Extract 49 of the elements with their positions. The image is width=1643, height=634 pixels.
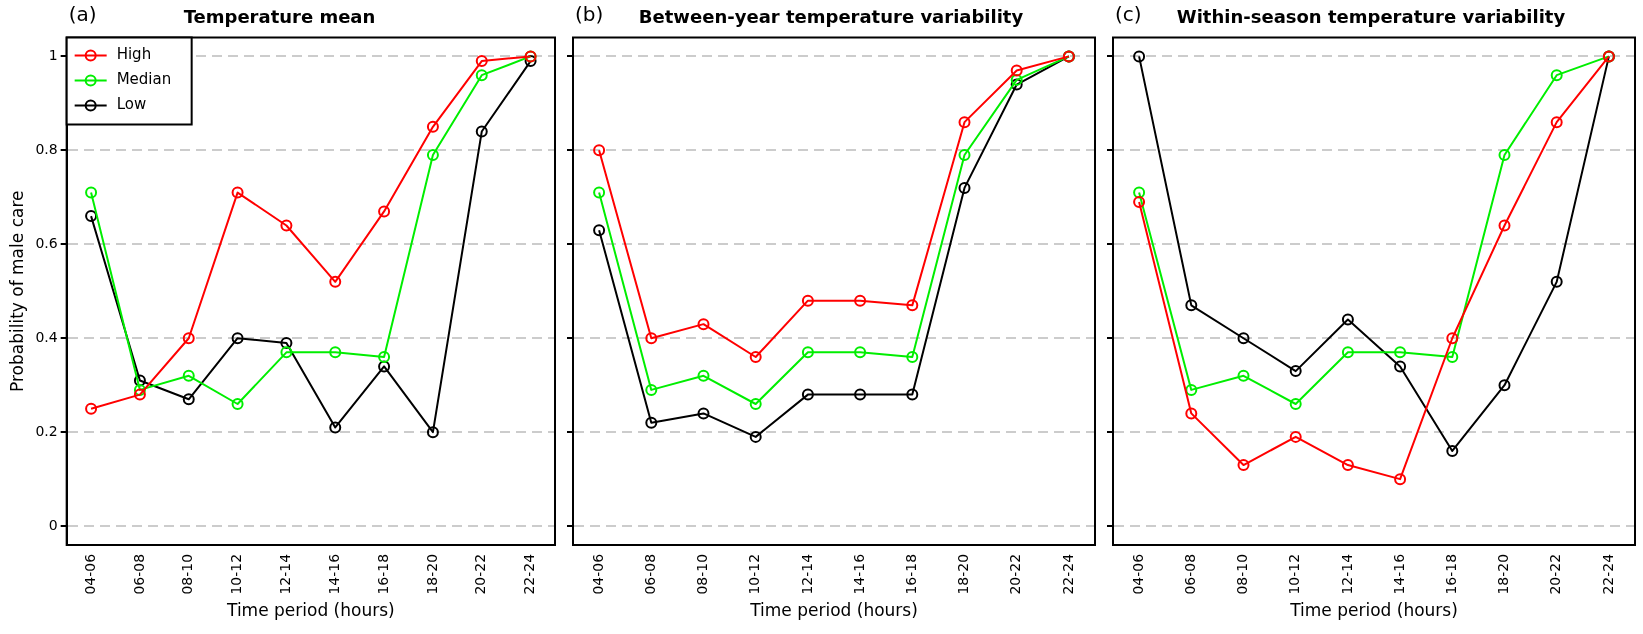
y-tick-label: 0.8 (35, 140, 58, 157)
x-tick-label: 04-06 (589, 553, 606, 595)
x-tick-label: 20-22 (1007, 553, 1024, 595)
y-tick-label: 1 (48, 47, 58, 64)
x-tick-label: 14-16 (850, 553, 867, 595)
text: (a) (68, 2, 97, 27)
x-tick-label: 22-24 (1599, 553, 1616, 595)
x-tick-label: 18-20 (423, 553, 440, 595)
chart-title: Within-season temperature variability (1176, 6, 1566, 28)
legend-label: Low (116, 95, 147, 114)
x-tick-label: 10-12 (1286, 553, 1303, 595)
x-tick-label: 20-22 (472, 553, 489, 595)
x-tick-label: 16-18 (374, 553, 391, 595)
x-tick-label: 04-06 (1129, 553, 1146, 595)
chart-title: Between-year temperature variability (638, 6, 1024, 28)
x-tick-label: 10-12 (746, 553, 763, 595)
y-tick-label: 0 (48, 516, 58, 533)
x-tick-label: 06-08 (1181, 553, 1198, 595)
x-tick-label: 22-24 (521, 553, 538, 595)
x-tick-label: 10-12 (228, 553, 245, 595)
x-tick-label: 14-16 (325, 553, 342, 595)
x-tick-label: 06-08 (130, 553, 147, 595)
x-tick-label: 22-24 (1059, 553, 1076, 595)
text: (b) (575, 2, 604, 27)
y-tick-label: 0.6 (35, 234, 58, 251)
x-tick-label: 08-10 (1234, 553, 1251, 595)
x-tick-label: 16-18 (1442, 553, 1459, 595)
x-tick-label: 12-14 (277, 553, 294, 595)
x-tick-label: 18-20 (955, 553, 972, 595)
legend-label: High (116, 45, 152, 64)
x-axis-title: Time period (hours) (749, 600, 918, 621)
x-tick-label: 08-10 (694, 553, 711, 595)
x-tick-label: 06-08 (641, 553, 658, 595)
y-axis-title: Probability of male care (6, 190, 27, 392)
x-tick-label: 12-14 (798, 553, 815, 595)
chart-title: Temperature mean (183, 6, 376, 28)
legend-label: Median (116, 70, 172, 89)
x-axis-title: Time period (hours) (226, 600, 395, 621)
x-tick-label: 08-10 (179, 553, 196, 595)
y-tick-label: 0.2 (35, 422, 58, 439)
x-tick-label: 16-18 (902, 553, 919, 595)
x-axis-title: Time period (hours) (1289, 600, 1458, 621)
text: (c) (1115, 2, 1142, 27)
x-tick-label: 04-06 (81, 553, 98, 595)
x-tick-label: 12-14 (1338, 553, 1355, 595)
x-tick-label: 18-20 (1495, 553, 1512, 595)
x-tick-label: 14-16 (1390, 553, 1407, 595)
y-tick-label: 0.4 (35, 328, 58, 345)
x-tick-label: 20-22 (1547, 553, 1564, 595)
